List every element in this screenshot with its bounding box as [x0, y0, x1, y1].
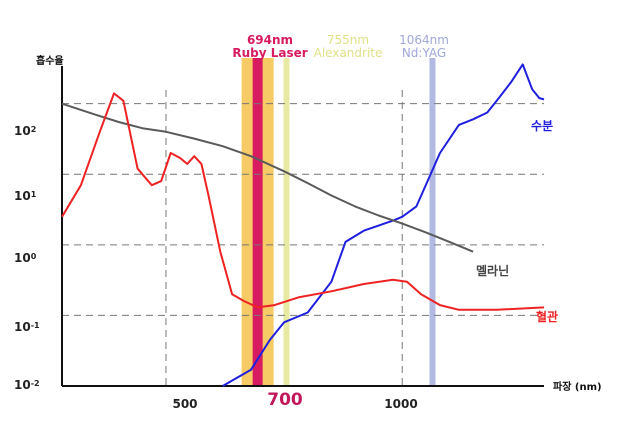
water-series-label: 수분 — [531, 119, 554, 133]
y-axis-label: 흡수율 — [36, 56, 64, 67]
ndyag-laser-band — [429, 58, 436, 386]
melanin-curve — [61, 102, 474, 253]
blood-vessel-curve — [61, 92, 545, 311]
x-axis-label: 파장 (nm) — [553, 382, 602, 393]
x-tick-label: 500 — [172, 397, 198, 411]
ruby-laser-label: 694nm Ruby Laser — [230, 34, 310, 60]
x-tick-label-highlight: 700 — [267, 390, 303, 410]
y-tick-label: 10-1 — [14, 320, 40, 334]
y-tick-label: 102 — [14, 124, 37, 138]
y-tick-label: 101 — [14, 189, 37, 203]
ndyag-wavelength: 1064nm — [399, 33, 449, 47]
ruby-name: Ruby Laser — [232, 46, 308, 60]
x-tick-label: 1000 — [384, 397, 418, 411]
ruby-wavelength: 694nm — [246, 33, 294, 47]
water-curve — [222, 63, 545, 387]
alexandrite-laser-label: 755nm Alexandrite — [308, 34, 388, 60]
y-tick-label: 100 — [14, 251, 37, 265]
ndyag-name: Nd:YAG — [401, 46, 447, 60]
alexandrite-wavelength: 755nm — [326, 33, 370, 47]
ndyag-laser-label: 1064nm Nd:YAG — [388, 34, 460, 60]
ruby-laser-line — [252, 58, 263, 386]
y-tick-label: 10-2 — [14, 378, 40, 392]
blood-series-label: 혈관 — [536, 310, 559, 324]
alexandrite-name: Alexandrite — [313, 46, 383, 60]
alexandrite-laser-band — [283, 58, 290, 386]
melanin-series-label: 멜라닌 — [476, 264, 510, 278]
